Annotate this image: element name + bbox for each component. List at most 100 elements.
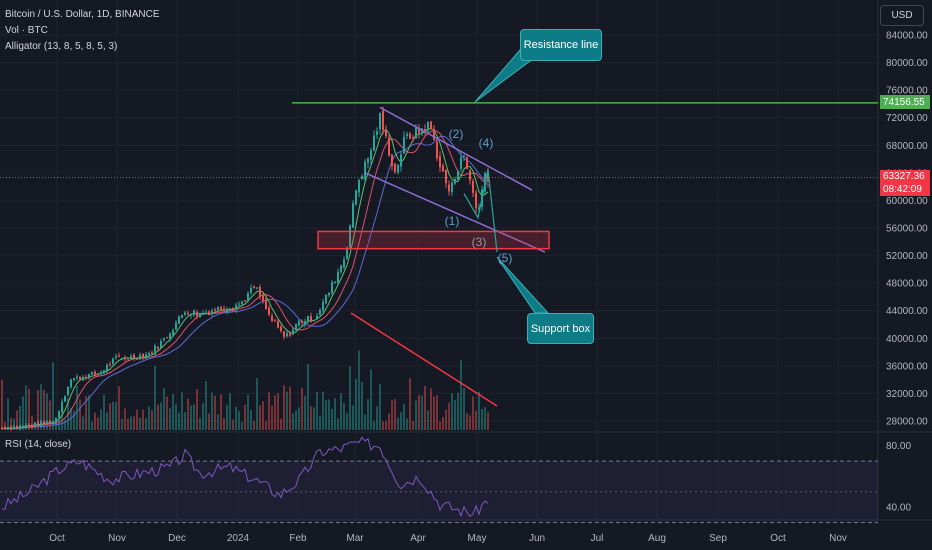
currency-button[interactable]: USD bbox=[880, 5, 924, 26]
alligator-legend[interactable]: Alligator (13, 8, 5, 8, 5, 3) bbox=[5, 41, 118, 52]
volume-bar bbox=[37, 390, 39, 430]
last-price-tag: 63327.36 bbox=[880, 170, 930, 183]
alligator-jaw-line bbox=[7, 135, 489, 430]
volume-bar bbox=[199, 417, 201, 430]
candle-body bbox=[316, 315, 318, 320]
candle-body bbox=[55, 418, 57, 422]
volume-bar bbox=[13, 418, 15, 430]
candle-body bbox=[103, 370, 105, 373]
time-tick-label: Dec bbox=[168, 533, 186, 544]
candle-body bbox=[448, 184, 450, 192]
volume-bar bbox=[469, 415, 471, 430]
resistance-callout[interactable]: Resistance line bbox=[520, 29, 602, 61]
volume-bar bbox=[241, 421, 243, 430]
candle-body bbox=[49, 420, 51, 424]
candle-body bbox=[127, 359, 129, 361]
candle-body bbox=[436, 141, 438, 159]
volume-bar bbox=[367, 399, 369, 430]
volume-bar bbox=[58, 410, 60, 430]
volume-bar bbox=[349, 366, 351, 430]
volume-bar bbox=[352, 405, 354, 430]
candle-body bbox=[115, 356, 117, 358]
volume-bar bbox=[268, 392, 270, 430]
candle-body bbox=[430, 121, 432, 129]
volume-bar bbox=[259, 405, 261, 430]
candle-body bbox=[319, 309, 321, 315]
candlesticks bbox=[1, 106, 489, 432]
candle-body bbox=[76, 376, 78, 378]
candle-body bbox=[403, 136, 405, 154]
candle-body bbox=[241, 301, 243, 304]
volume-bar bbox=[238, 411, 240, 430]
candle-body bbox=[46, 421, 48, 424]
volume-bar bbox=[331, 408, 333, 430]
candle-body bbox=[415, 127, 417, 139]
volume-bar bbox=[262, 401, 264, 430]
candle-body bbox=[199, 313, 201, 318]
volume-bar bbox=[175, 404, 177, 430]
candle-body bbox=[427, 121, 429, 131]
price-tick-label: 72000.00 bbox=[886, 113, 928, 124]
rsi-pane bbox=[0, 436, 878, 524]
candle-body bbox=[286, 333, 288, 337]
candle-body bbox=[487, 173, 489, 182]
volume-bar bbox=[406, 418, 408, 430]
candle-body bbox=[331, 282, 333, 293]
volume-bar bbox=[226, 404, 228, 430]
candle-body bbox=[202, 313, 204, 315]
volume-bar bbox=[361, 381, 363, 430]
candle-body bbox=[52, 421, 54, 424]
candle-body bbox=[439, 156, 441, 168]
rsi-legend[interactable]: RSI (14, close) bbox=[5, 439, 72, 450]
support-callout[interactable]: Support box bbox=[527, 313, 594, 344]
chart-grid bbox=[0, 0, 932, 521]
volume-bar bbox=[85, 396, 87, 430]
candle-body bbox=[100, 372, 102, 374]
candle-body bbox=[367, 158, 369, 163]
candle-body bbox=[457, 170, 459, 180]
volume-bar bbox=[79, 399, 81, 430]
volume-bar bbox=[115, 401, 117, 430]
time-tick-label: Jun bbox=[529, 533, 545, 544]
candle-body bbox=[13, 426, 15, 430]
volume-bar bbox=[178, 412, 180, 430]
volume-bar bbox=[472, 396, 474, 430]
candle-body bbox=[226, 309, 228, 312]
volume-bar bbox=[337, 418, 339, 430]
candle-body bbox=[223, 308, 225, 311]
volume-bar bbox=[139, 417, 141, 430]
volume-bar bbox=[94, 412, 96, 430]
candle-body bbox=[208, 311, 210, 315]
volume-bar bbox=[142, 409, 144, 430]
candle-body bbox=[454, 179, 456, 184]
symbol-legend[interactable]: Bitcoin / U.S. Dollar, 1D, BINANCE bbox=[5, 9, 160, 20]
candle-body bbox=[94, 371, 96, 375]
candle-body bbox=[133, 355, 135, 359]
drawings[interactable]: (1) (2) (3) (4) (5) bbox=[0, 49, 878, 407]
candle-body bbox=[37, 422, 39, 426]
volume-bar bbox=[196, 389, 198, 430]
candle-body bbox=[292, 329, 294, 335]
candle-body bbox=[82, 376, 84, 381]
volume-bar bbox=[163, 388, 165, 430]
candle-body bbox=[475, 192, 477, 209]
candle-body bbox=[163, 338, 165, 340]
volume-bar bbox=[433, 396, 435, 430]
candle-body bbox=[142, 353, 144, 358]
volume-legend[interactable]: Vol · BTC bbox=[5, 25, 48, 36]
candle-body bbox=[340, 265, 342, 272]
candle-body bbox=[346, 247, 348, 259]
volume-bar bbox=[28, 388, 30, 430]
volume-bar bbox=[208, 413, 210, 430]
channel-lower-line bbox=[364, 172, 546, 253]
volume-bar bbox=[148, 406, 150, 430]
candle-body bbox=[478, 207, 480, 210]
volume-bar bbox=[403, 403, 405, 430]
candle-body bbox=[274, 320, 276, 322]
volume-bar bbox=[304, 395, 306, 430]
candle-body bbox=[412, 137, 414, 139]
price-tick-label: 60000.00 bbox=[886, 196, 928, 207]
candle-body bbox=[70, 379, 72, 388]
volume-bar bbox=[394, 398, 396, 430]
